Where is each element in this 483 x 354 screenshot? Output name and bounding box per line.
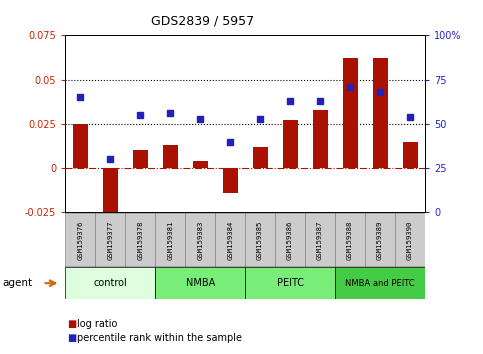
Bar (193, 161, 208, 168)
Bar (245, 267, 335, 299)
Point (406, 114, 414, 120)
Bar (365, 212, 395, 267)
Bar (313, 110, 327, 168)
Bar (335, 267, 425, 299)
Point (196, 116, 204, 121)
Text: log ratio: log ratio (77, 319, 118, 329)
Bar (275, 212, 305, 267)
Text: GSM159385: GSM159385 (257, 220, 263, 259)
Text: NMBA and PEITC: NMBA and PEITC (345, 279, 415, 288)
Point (346, 84, 354, 90)
Bar (402, 142, 417, 168)
Bar (125, 212, 155, 267)
Bar (335, 212, 365, 267)
Point (166, 110, 174, 116)
Text: GSM159388: GSM159388 (347, 220, 353, 259)
Bar (215, 212, 245, 267)
Text: GSM159384: GSM159384 (227, 220, 233, 259)
Text: PEITC: PEITC (277, 278, 304, 288)
Point (376, 89, 384, 95)
Point (286, 98, 294, 104)
Text: GSM159378: GSM159378 (137, 220, 143, 259)
Text: GSM159376: GSM159376 (77, 220, 83, 259)
Bar (223, 168, 238, 193)
Bar (283, 120, 298, 168)
Bar (95, 212, 125, 267)
Bar (155, 212, 185, 267)
Bar (65, 267, 155, 299)
Bar (305, 212, 335, 267)
Bar (73, 124, 88, 168)
Bar (155, 267, 245, 299)
Bar (65, 212, 95, 267)
Text: GDS2839 / 5957: GDS2839 / 5957 (151, 14, 255, 27)
Point (136, 112, 144, 118)
Bar (133, 150, 148, 168)
Text: control: control (93, 278, 127, 288)
Point (256, 116, 264, 121)
Text: percentile rank within the sample: percentile rank within the sample (77, 333, 242, 343)
Bar (253, 147, 268, 168)
Point (76, 95, 84, 100)
Bar (245, 212, 275, 267)
Text: GSM159386: GSM159386 (287, 220, 293, 259)
Text: GSM159381: GSM159381 (167, 220, 173, 259)
Bar (185, 212, 215, 267)
Bar (103, 168, 118, 221)
Text: NMBA: NMBA (185, 278, 215, 288)
Text: GSM159389: GSM159389 (377, 220, 383, 259)
Point (226, 139, 234, 144)
Text: GSM159390: GSM159390 (407, 220, 413, 259)
Text: ■: ■ (68, 333, 77, 343)
Text: GSM159387: GSM159387 (317, 220, 323, 259)
Text: GSM159377: GSM159377 (107, 220, 113, 259)
Bar (163, 145, 178, 168)
Point (106, 156, 114, 162)
Text: ■: ■ (68, 319, 77, 329)
Bar (372, 58, 387, 168)
Bar (342, 58, 357, 168)
Bar (395, 212, 425, 267)
Point (316, 98, 324, 104)
Text: agent: agent (2, 278, 32, 288)
Text: GSM159383: GSM159383 (197, 220, 203, 259)
